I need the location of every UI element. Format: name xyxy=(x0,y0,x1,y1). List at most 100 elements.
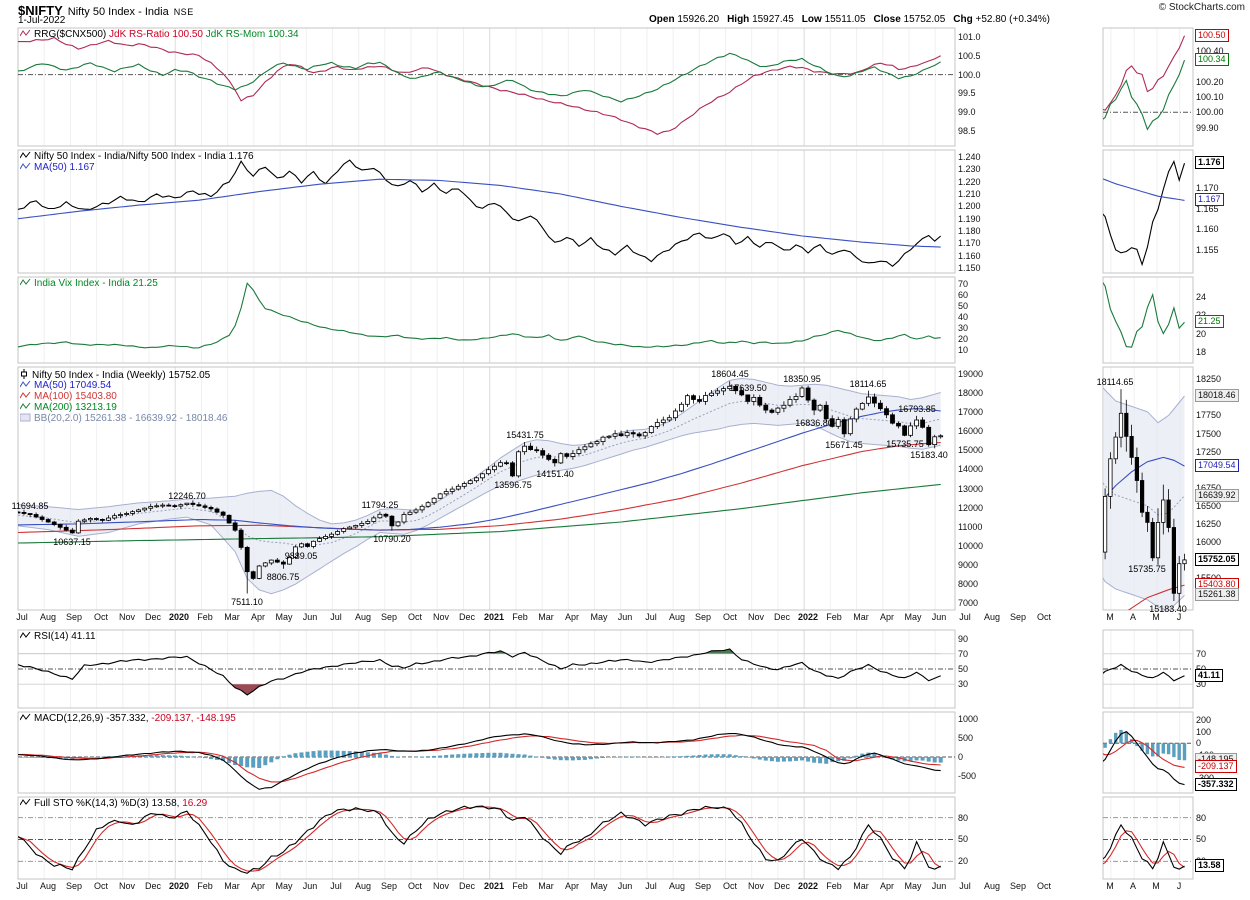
price-annotation: 18350.95 xyxy=(783,374,821,384)
ratio-ma-legend: MA(50) 1.167 xyxy=(19,162,95,174)
zoom-y-axis-tick: 99.90 xyxy=(1196,123,1219,133)
month-label: Jun xyxy=(302,881,318,891)
month-label: Jun xyxy=(617,881,633,891)
price-legend-main: Nifty 50 Index - India (Weekly) 15752.05 xyxy=(32,370,211,381)
month-label: 2020 xyxy=(168,881,190,891)
month-label: Oct xyxy=(93,881,109,891)
month-label: Sep xyxy=(1009,881,1027,891)
zoom-y-axis-tick: 100.00 xyxy=(1196,107,1224,117)
macd-legend-title: MACD(12,26,9) xyxy=(34,713,104,724)
zoom-value-box: 13.58 xyxy=(1195,859,1224,872)
month-label: Oct xyxy=(93,612,109,622)
vix-line-icon xyxy=(19,278,31,290)
y-axis-tick: 1.210 xyxy=(958,189,981,199)
price-annotation: 15183.40 xyxy=(910,450,948,460)
rsi-legend-main: RSI(14) 41.11 xyxy=(34,631,96,642)
y-axis-tick: 1.200 xyxy=(958,201,981,211)
vix-legend: India Vix Index - India 21.25 xyxy=(19,278,158,290)
price-annotation: 16793.85 xyxy=(898,404,936,414)
month-label: Feb xyxy=(512,612,528,622)
zoom-y-axis-tick: 17500 xyxy=(1196,429,1222,439)
high-label: High xyxy=(727,14,750,25)
y-axis-tick: 17000 xyxy=(958,407,984,417)
month-label: May xyxy=(590,881,608,891)
zoom-value-box: 16639.92 xyxy=(1195,489,1239,502)
price-annotation: 14151.40 xyxy=(536,469,574,479)
price-ma200-legend: MA(200) 13213.19 xyxy=(19,402,117,414)
price-ma100-value: MA(100) 15403.80 xyxy=(34,391,117,402)
exchange: NSE xyxy=(173,7,194,17)
month-label: Sep xyxy=(380,881,398,891)
y-axis-tick: 8000 xyxy=(958,579,979,589)
month-label: Feb xyxy=(826,881,842,891)
month-label: Nov xyxy=(118,612,136,622)
zoom-y-axis-tick: 1.165 xyxy=(1196,204,1219,214)
month-label: 2020 xyxy=(168,612,190,622)
ratio-ma-value: MA(50) 1.167 xyxy=(34,162,95,173)
price-annotation: 18114.65 xyxy=(849,379,887,389)
month-label: Dec xyxy=(458,881,476,891)
month-label: Mar xyxy=(853,612,869,622)
y-axis-tick: 20 xyxy=(958,334,969,344)
rrg-legend-title: RRG($CNX500) xyxy=(34,29,107,40)
price-annotation: 17639.50 xyxy=(729,383,767,393)
y-axis-tick: 1.190 xyxy=(958,214,981,224)
chart-date: 1-Jul-2022 xyxy=(18,15,66,26)
month-label: Nov xyxy=(747,612,765,622)
month-label: Sep xyxy=(694,881,712,891)
price-ma200-value: MA(200) 13213.19 xyxy=(34,402,117,413)
month-label: Apr xyxy=(564,881,580,891)
month-label: May xyxy=(590,612,608,622)
month-label: Jul xyxy=(330,881,342,891)
month-label: Feb xyxy=(512,881,528,891)
price-annotation: 15671.45 xyxy=(825,440,863,450)
month-label: 2021 xyxy=(483,881,505,891)
ma100-line-icon xyxy=(19,391,31,403)
price-annotation: 12246.70 xyxy=(168,491,206,501)
zoom-month-label: M xyxy=(1152,881,1160,891)
month-label: Aug xyxy=(983,881,1001,891)
month-label: May xyxy=(904,881,922,891)
month-label: Aug xyxy=(668,612,686,622)
month-label: Nov xyxy=(118,881,136,891)
month-label: Nov xyxy=(432,881,450,891)
rrg-line-icon xyxy=(19,29,31,41)
month-label: Sep xyxy=(380,612,398,622)
y-axis-tick: 99.0 xyxy=(958,107,976,117)
y-axis-tick: 11000 xyxy=(958,522,983,532)
y-axis-tick: 1.230 xyxy=(958,164,981,174)
y-axis-tick: 98.5 xyxy=(958,126,976,136)
y-axis-tick: 500 xyxy=(958,733,974,743)
zoom-y-axis-tick: 17250 xyxy=(1196,447,1222,457)
y-axis-tick: 1.170 xyxy=(958,238,981,248)
bollinger-band-icon xyxy=(19,413,31,425)
ratio-legend: Nifty 50 Index - India/Nifty 500 Index -… xyxy=(19,151,254,163)
macd-legend: MACD(12,26,9) -357.332, -209.137, -148.1… xyxy=(19,713,236,725)
symbol-name: Nifty 50 Index - India xyxy=(67,6,169,18)
zoom-y-axis-tick: 200 xyxy=(1196,715,1212,725)
month-label: Jul xyxy=(645,612,657,622)
zoom-value-box: 17049.54 xyxy=(1195,459,1239,472)
zoom-y-axis-tick: 16500 xyxy=(1196,501,1222,511)
y-axis-tick: 1000 xyxy=(958,714,979,724)
y-axis-tick: 10000 xyxy=(958,541,984,551)
zoom-month-label: A xyxy=(1129,612,1137,622)
zoom-y-axis-tick: 100.40 xyxy=(1196,46,1224,56)
month-label: Dec xyxy=(773,612,791,622)
month-label: Jul xyxy=(645,881,657,891)
ratio-ma-line-icon xyxy=(19,162,31,174)
month-label: Jun xyxy=(931,612,947,622)
close-value: 15752.05 xyxy=(903,14,946,25)
month-label: Apr xyxy=(250,612,266,622)
y-axis-tick: 19000 xyxy=(958,369,984,379)
vix-legend-main: India Vix Index - India 21.25 xyxy=(34,278,158,289)
price-annotation: 10637.15 xyxy=(53,537,91,547)
zoom-month-label: J xyxy=(1176,612,1182,622)
zoom-price-annotation: 15735.75 xyxy=(1128,564,1166,574)
high-value: 15927.45 xyxy=(752,14,794,25)
y-axis-tick: 100.0 xyxy=(958,70,981,80)
zoom-value-box: -209.137 xyxy=(1195,760,1237,773)
month-label: Jun xyxy=(302,612,318,622)
zoom-y-axis-tick: 20 xyxy=(1196,329,1207,339)
month-label: 2021 xyxy=(483,612,505,622)
